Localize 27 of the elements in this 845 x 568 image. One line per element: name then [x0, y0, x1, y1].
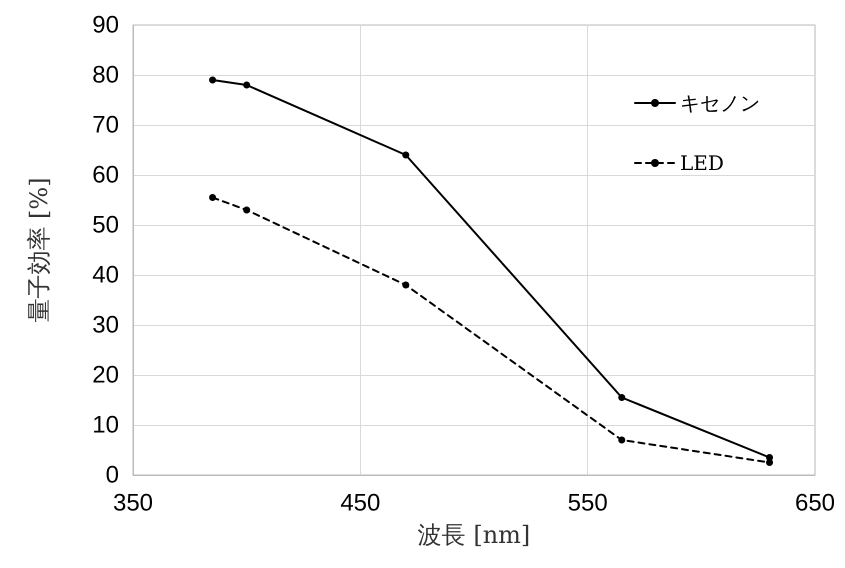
point [618, 436, 626, 444]
y-tick-label: 90 [92, 12, 119, 38]
x-tick-label: 350 [112, 490, 154, 516]
x-tick-label: 450 [340, 490, 380, 516]
point [209, 194, 216, 201]
y-tick-label: 20 [92, 362, 119, 388]
y-tick-label: 60 [92, 162, 119, 188]
x-axis-title: 波長 [nm] [418, 521, 530, 549]
y-axis-title: 量子効率 [%] [25, 177, 53, 323]
x-tick-label: 550 [568, 490, 608, 516]
point [402, 152, 410, 158]
y-tick-label: 50 [92, 212, 119, 238]
point [618, 394, 626, 401]
point [243, 206, 250, 214]
y-tick-label: 10 [92, 412, 119, 438]
y-tick-label: 70 [92, 112, 119, 138]
y-tick-label: 80 [92, 62, 119, 88]
point [243, 82, 250, 88]
point [209, 76, 216, 84]
y-tick-label: 40 [92, 262, 119, 288]
y-tick-label: 30 [92, 312, 119, 338]
point [766, 459, 774, 466]
legend-label: LED [680, 151, 724, 175]
point [402, 282, 410, 288]
legend-label: キセノン [680, 91, 760, 115]
y-tick-label: 0 [106, 462, 119, 488]
x-tick-label: 650 [794, 490, 836, 516]
